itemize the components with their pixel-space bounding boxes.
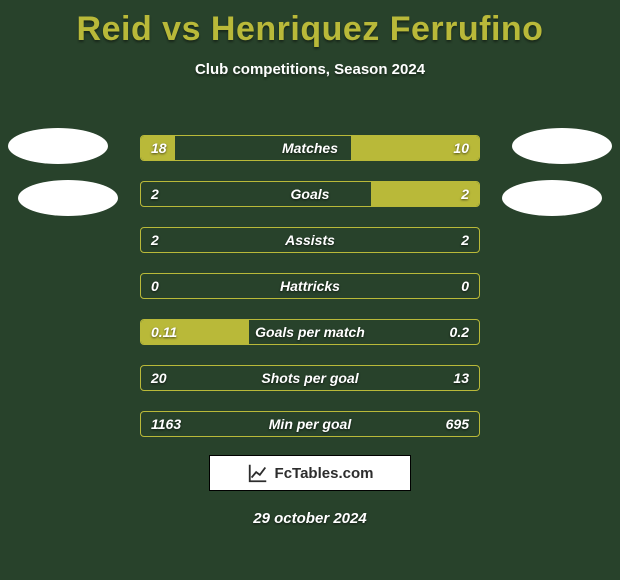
footer-logo: FcTables.com	[209, 455, 411, 491]
stat-row: 0.110.2Goals per match	[140, 319, 480, 345]
stat-label: Goals per match	[141, 320, 479, 344]
stat-label: Hattricks	[141, 274, 479, 298]
stat-row: 00Hattricks	[140, 273, 480, 299]
stat-row: 22Assists	[140, 227, 480, 253]
stat-label: Min per goal	[141, 412, 479, 436]
footer-date: 29 october 2024	[0, 510, 620, 527]
page-subtitle: Club competitions, Season 2024	[0, 61, 620, 78]
stat-label: Matches	[141, 136, 479, 160]
stat-row: 2013Shots per goal	[140, 365, 480, 391]
footer-logo-text: FcTables.com	[275, 465, 374, 482]
stat-row: 1810Matches	[140, 135, 480, 161]
stat-row: 22Goals	[140, 181, 480, 207]
stat-label: Assists	[141, 228, 479, 252]
page-title: Reid vs Henriquez Ferrufino	[0, 10, 620, 49]
player-right-avatar-top	[512, 128, 612, 164]
player-right-avatar-bottom	[502, 180, 602, 216]
comparison-chart: 1810Matches 22Goals 22Assists 00Hattricks 0.…	[140, 135, 480, 457]
player-left-avatar-bottom	[18, 180, 118, 216]
chart-icon	[247, 462, 269, 484]
stat-label: Goals	[141, 182, 479, 206]
stat-label: Shots per goal	[141, 366, 479, 390]
player-left-avatar-top	[8, 128, 108, 164]
stat-row: 1163695Min per goal	[140, 411, 480, 437]
